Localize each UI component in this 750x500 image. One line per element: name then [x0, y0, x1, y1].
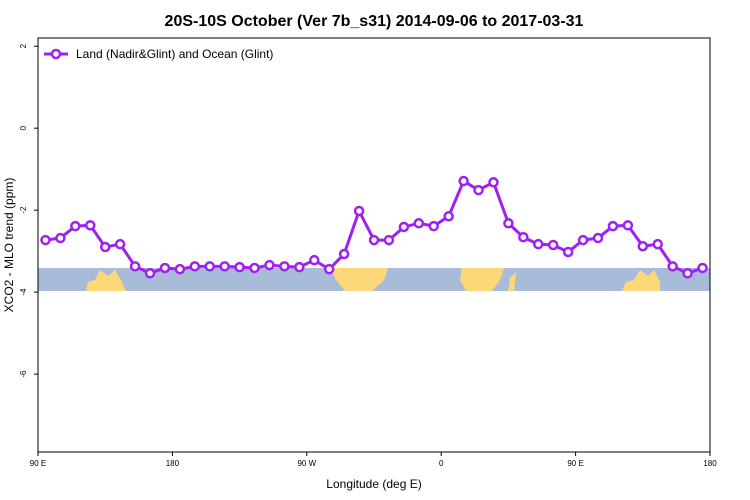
x-tick-label: 90 E [30, 459, 46, 468]
point [488, 177, 499, 188]
plot-frame [37, 37, 711, 453]
y-tick-label: -4 [19, 288, 28, 296]
x-tick-label: 90 E [567, 459, 583, 468]
point [547, 239, 559, 251]
point [518, 231, 529, 243]
x-tick-label: 0 [439, 459, 444, 468]
point [637, 240, 649, 252]
point [234, 261, 245, 273]
point [279, 261, 290, 272]
point [682, 268, 693, 279]
point [458, 175, 469, 187]
point [40, 234, 51, 246]
y-tick-label: 2 [19, 43, 28, 48]
point [562, 246, 574, 258]
point [55, 232, 66, 244]
point [473, 184, 484, 196]
point [159, 262, 171, 274]
point [368, 234, 380, 246]
legend-marker [50, 48, 62, 60]
point [189, 261, 201, 272]
y-tick-label: 0 [19, 125, 28, 130]
point [398, 221, 410, 233]
point [577, 234, 589, 246]
point [443, 211, 454, 222]
point [607, 220, 619, 232]
point [353, 205, 365, 217]
point [413, 218, 425, 229]
point [264, 259, 275, 271]
point [622, 220, 634, 231]
point [129, 261, 141, 272]
point [204, 261, 215, 272]
point [323, 263, 335, 275]
point [503, 218, 514, 229]
point [70, 220, 81, 232]
x-tick-label: 180 [703, 459, 717, 468]
x-tick-label: 180 [166, 459, 180, 468]
point [294, 261, 305, 273]
point [99, 241, 111, 253]
point [383, 234, 395, 246]
point [144, 268, 156, 279]
point [592, 232, 604, 244]
point [85, 220, 96, 231]
point [114, 238, 126, 250]
chart-title: 20S-10S October (Ver 7b_s31) 2014-09-06 … [165, 13, 584, 30]
x-tick-label: 90 W [297, 459, 316, 468]
legend-label: Land (Nadir&Glint) and Ocean (Glint) [76, 47, 273, 61]
y-tick-label: -6 [19, 370, 28, 378]
point [667, 261, 678, 272]
x-axis-label: Longitude (deg E) [326, 477, 421, 491]
point [533, 238, 544, 250]
point [697, 262, 708, 274]
series-line [45, 178, 704, 275]
point [338, 248, 350, 260]
y-axis-label: XCO2 - MLO trend (ppm) [2, 178, 16, 313]
point [309, 254, 320, 266]
point [428, 220, 439, 232]
y-tick-label: -2 [19, 206, 28, 214]
point [174, 263, 186, 275]
point [249, 262, 260, 274]
point [219, 261, 230, 272]
point [652, 238, 663, 250]
map-strip [38, 268, 710, 291]
